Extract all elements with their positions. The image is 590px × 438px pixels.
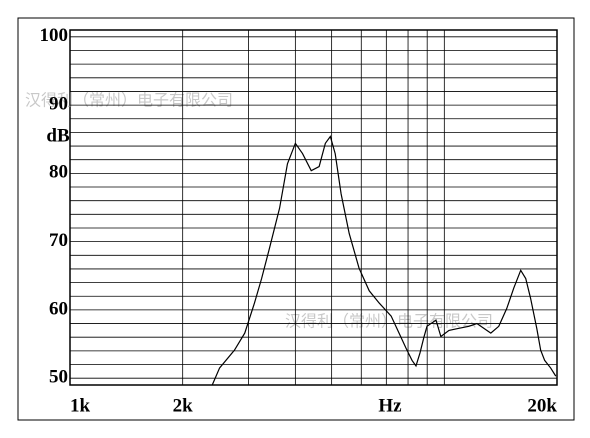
y-tick-label: 90 [49,93,68,114]
x-tick-label: 20k [527,395,557,416]
frame [17,17,575,421]
watermark: 汉得利（常州）电子有限公司 [285,312,493,331]
x-axis-label: Hz [378,395,402,416]
y-tick-label: 80 [49,162,68,183]
y-tick-label: 50 [49,367,68,388]
plot-border [69,29,558,386]
y-tick-label: 60 [49,298,68,319]
y-axis-label: dB [46,125,70,146]
x-tick-label: 2k [173,395,194,416]
x-tick-label: 1k [70,395,91,416]
y-tick-label: 70 [49,230,68,251]
y-tick-label: 100 [40,25,69,46]
series-line [211,135,557,385]
